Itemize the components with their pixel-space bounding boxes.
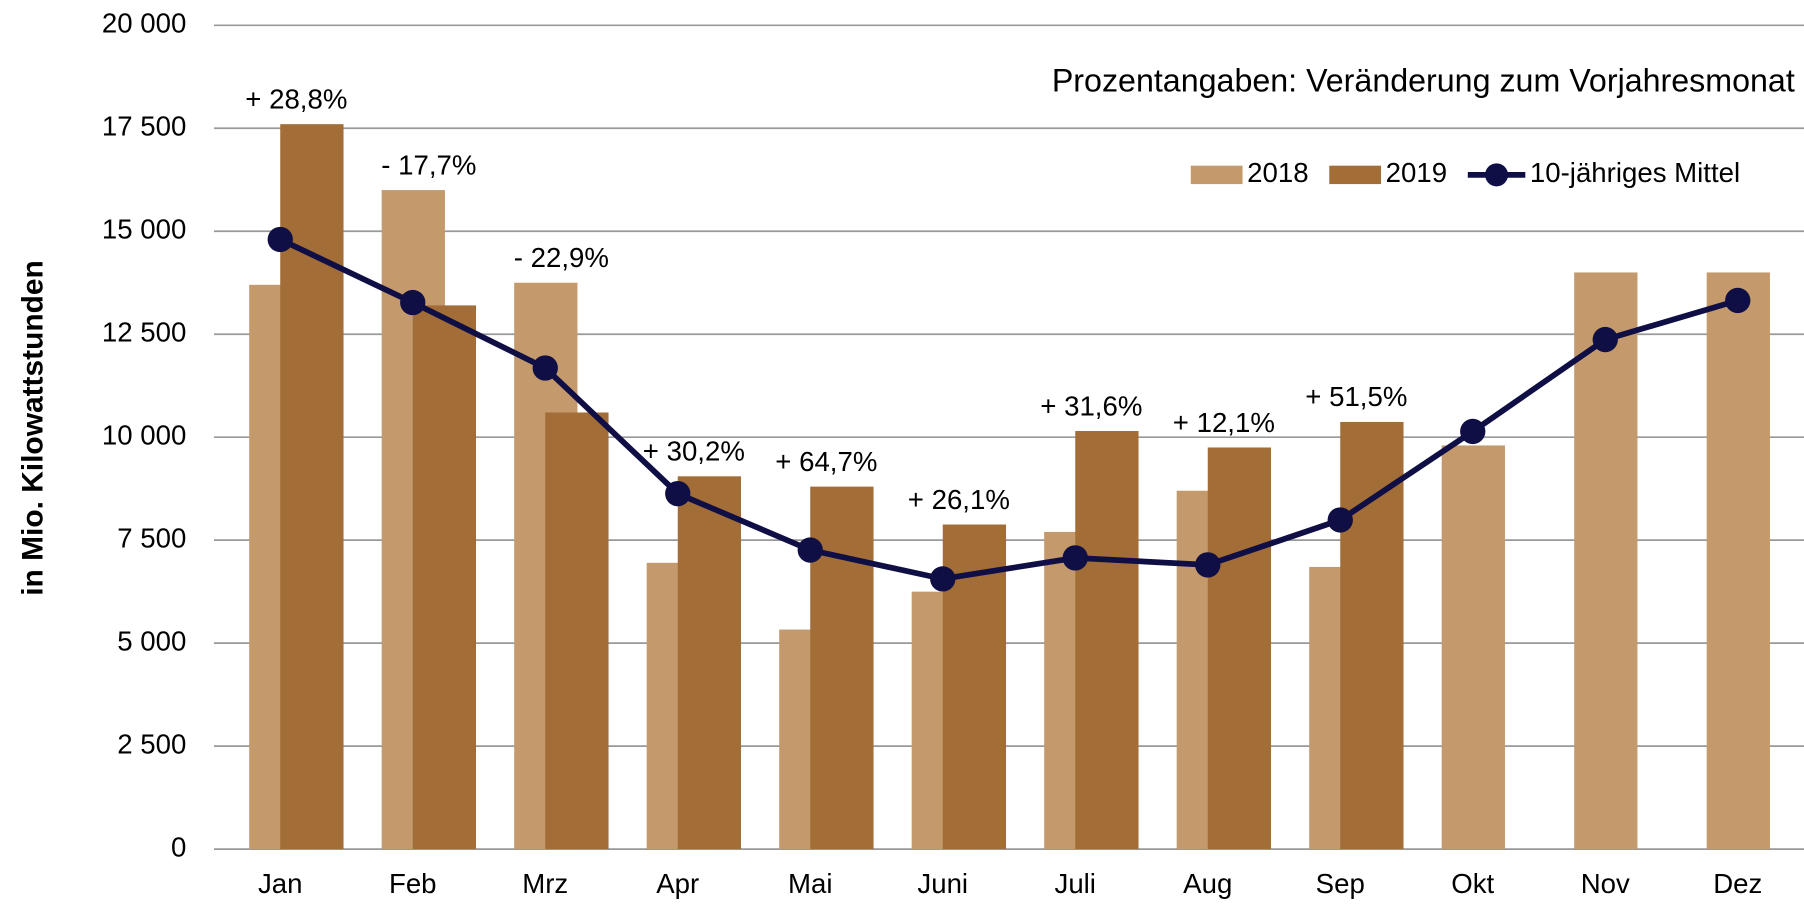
- bar: [1706, 272, 1770, 850]
- x-tick-label: Mai: [788, 868, 833, 899]
- x-tick-label: Juli: [1055, 868, 1096, 899]
- y-tick-label: 10 000: [102, 419, 186, 450]
- line-marker: [400, 289, 426, 316]
- bar: [412, 305, 477, 850]
- line-marker: [1327, 507, 1353, 533]
- line-marker: [1725, 287, 1751, 314]
- line-marker: [1592, 326, 1618, 353]
- y-tick-label: 17 500: [102, 111, 186, 142]
- x-tick-label: Dez: [1713, 868, 1762, 899]
- y-tick-label: 2 500: [117, 728, 186, 759]
- x-tick-label: Okt: [1451, 868, 1494, 899]
- bar: [1441, 445, 1505, 850]
- change-label: - 17,7%: [381, 149, 476, 180]
- y-tick-label: 12 500: [102, 317, 186, 348]
- change-label: + 28,8%: [245, 83, 347, 114]
- y-tick-label: 7 500: [117, 522, 186, 553]
- legend-label: 10-jähriges Mittel: [1530, 157, 1740, 188]
- legend-swatch: [1485, 163, 1509, 187]
- x-tick-label: Aug: [1183, 868, 1232, 899]
- change-label: + 64,7%: [775, 446, 877, 477]
- line-marker: [797, 537, 823, 563]
- legend-swatch: [1190, 165, 1243, 185]
- bar: [1207, 447, 1272, 850]
- bar: [677, 476, 742, 850]
- bar: [545, 412, 609, 850]
- y-tick-label: 20 000: [102, 8, 186, 39]
- x-tick-label: Jan: [258, 868, 303, 899]
- legend-label: 2018: [1247, 157, 1308, 188]
- line-marker: [1062, 545, 1088, 571]
- y-axis-label: in Mio. Kilowattstunden: [16, 260, 49, 596]
- change-label: + 30,2%: [643, 436, 745, 467]
- change-label: + 26,1%: [908, 484, 1010, 515]
- line-marker: [1460, 418, 1486, 445]
- line-marker: [930, 566, 956, 592]
- x-tick-label: Nov: [1581, 868, 1630, 899]
- x-tick-label: Apr: [656, 868, 699, 899]
- y-tick-label: 5 000: [117, 625, 186, 656]
- line-marker: [532, 355, 558, 381]
- line: [279, 236, 1739, 582]
- legend-swatch: [1329, 165, 1382, 185]
- x-tick-label: Sep: [1316, 868, 1365, 899]
- line-marker: [267, 226, 293, 253]
- x-tick-label: Juni: [917, 868, 968, 899]
- x-tick-label: Feb: [389, 868, 437, 899]
- line-marker: [665, 480, 691, 507]
- bar: [810, 486, 874, 850]
- y-tick-label: 0: [171, 831, 186, 862]
- bar: [1075, 431, 1139, 850]
- change-label: + 51,5%: [1305, 381, 1407, 412]
- x-tick-label: Mrz: [522, 868, 568, 899]
- legend-label: 2019: [1386, 157, 1447, 188]
- change-label: + 31,6%: [1040, 390, 1142, 421]
- bar: [1574, 272, 1638, 850]
- change-label: - 22,9%: [514, 242, 609, 273]
- bar: [1340, 421, 1404, 850]
- chart-subtitle: Prozentangaben: Veränderung zum Vorjahre…: [1052, 62, 1795, 98]
- y-tick-label: 15 000: [102, 214, 186, 245]
- change-label: + 12,1%: [1173, 407, 1275, 438]
- line-marker: [1195, 552, 1221, 578]
